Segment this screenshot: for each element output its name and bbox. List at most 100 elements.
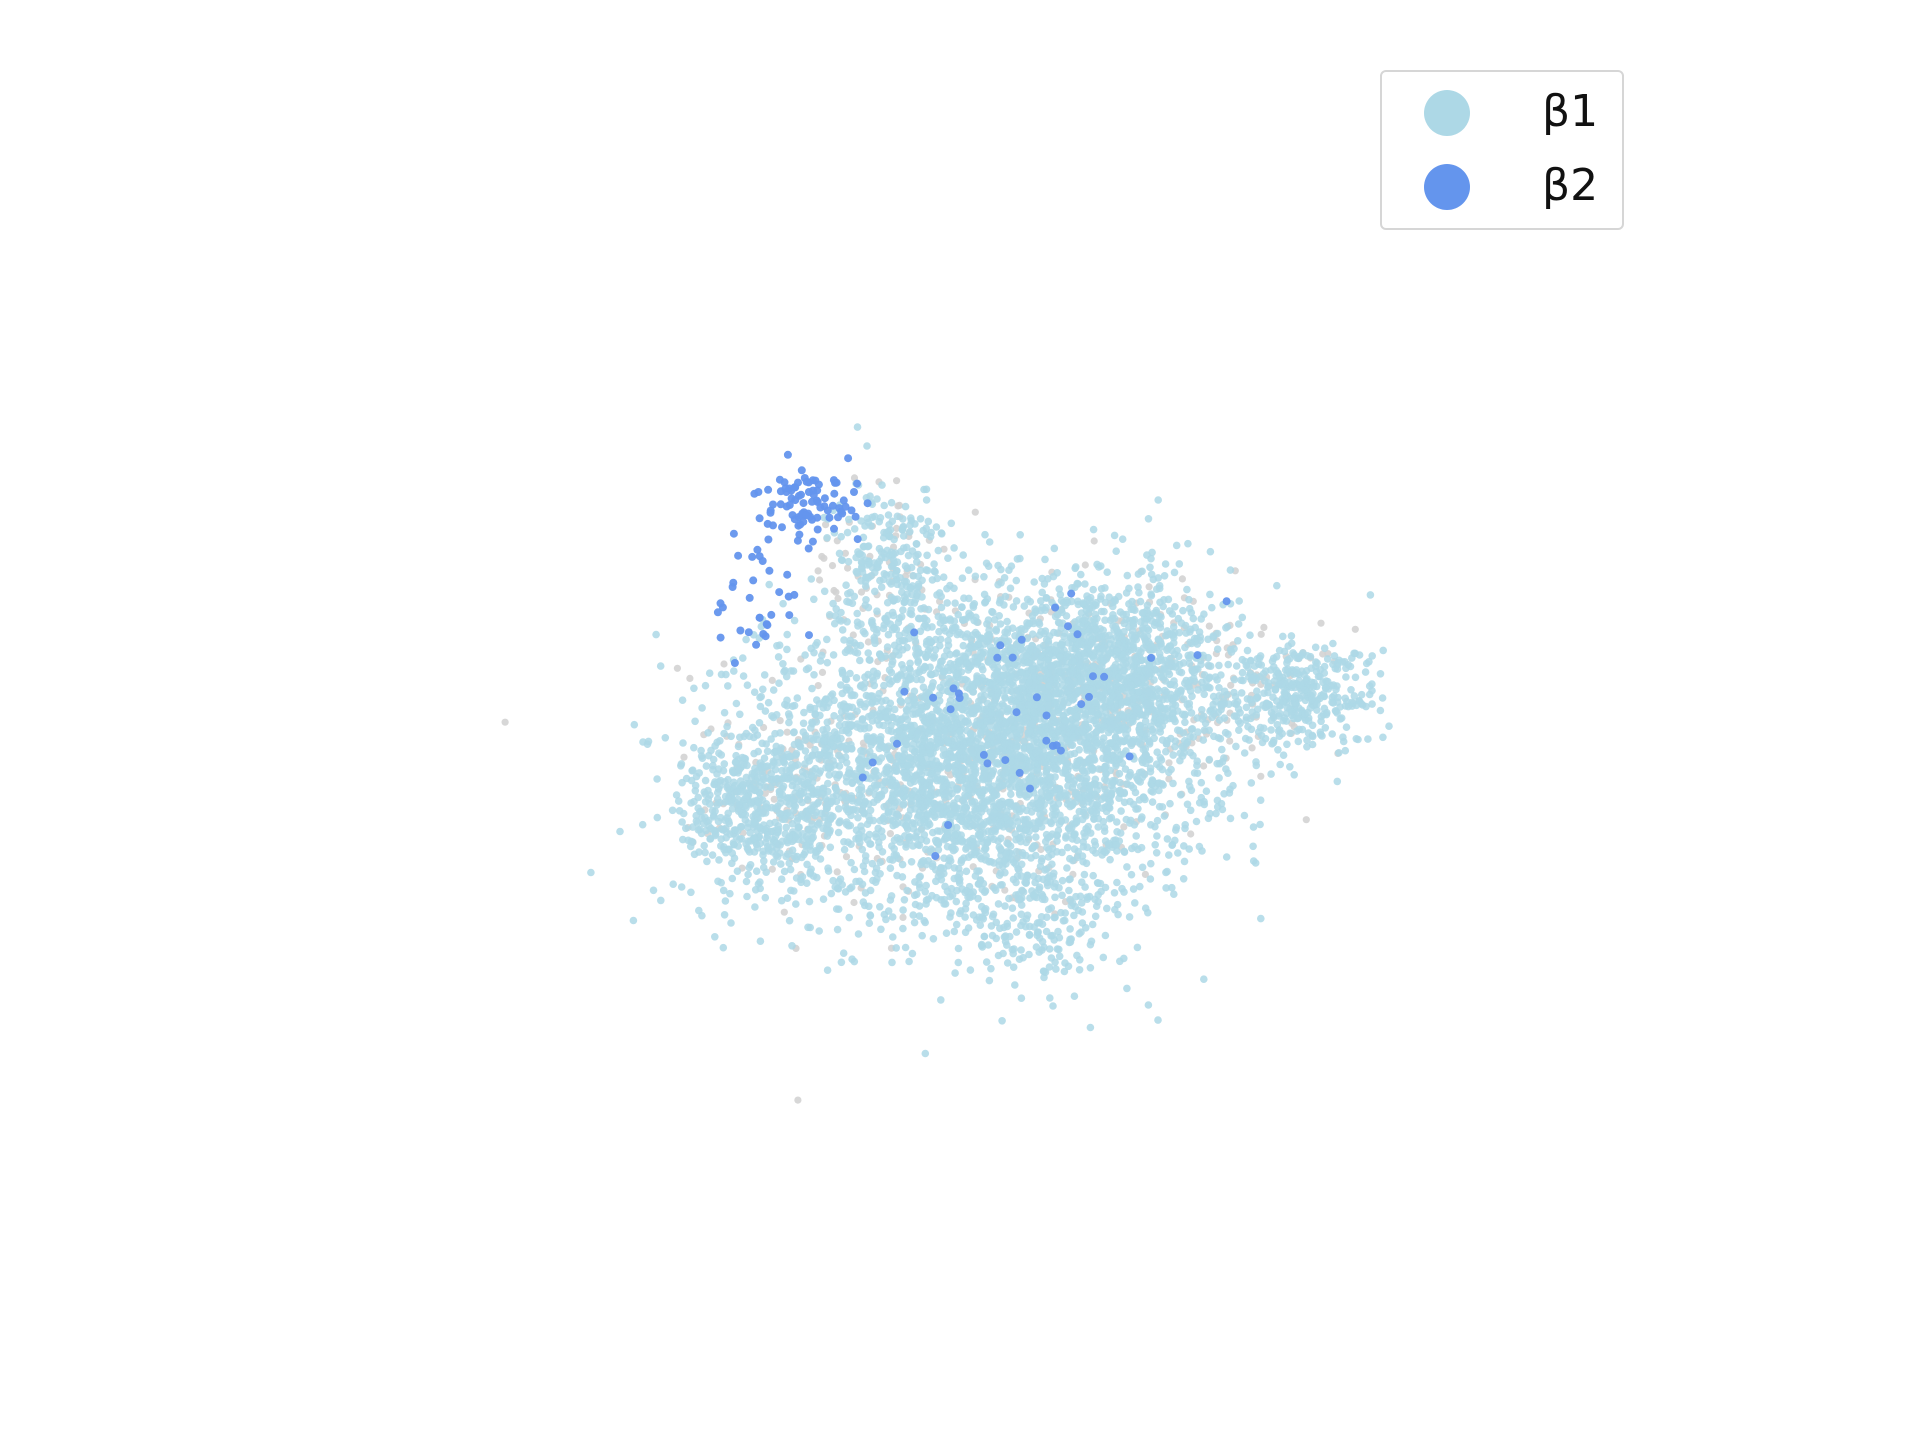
beta1-point xyxy=(1063,843,1072,852)
beta1-point xyxy=(1069,856,1077,865)
beta1-point xyxy=(801,651,809,659)
beta1-point xyxy=(865,724,873,732)
beta1-point xyxy=(1234,620,1243,628)
beta1-point xyxy=(871,784,880,792)
beta1-point xyxy=(764,698,773,707)
beta1-point xyxy=(937,603,946,612)
beta1-point xyxy=(1176,791,1185,799)
beta1-point xyxy=(1001,693,1009,701)
beta1-point xyxy=(908,745,916,753)
background-point xyxy=(1081,561,1089,569)
beta1-point xyxy=(1149,575,1158,584)
beta1-point xyxy=(961,633,970,641)
beta1-point xyxy=(1112,727,1120,735)
beta1-point xyxy=(1017,910,1026,919)
beta1-point xyxy=(982,852,990,860)
beta1-point xyxy=(1175,628,1184,637)
beta1-point xyxy=(1141,745,1150,753)
beta1-point xyxy=(1132,832,1140,840)
beta1-point xyxy=(895,614,904,623)
beta1-point xyxy=(1080,786,1088,794)
beta1-point xyxy=(587,868,595,877)
beta1-point xyxy=(1122,815,1131,824)
beta1-point xyxy=(1155,779,1163,787)
beta1-point xyxy=(1240,749,1249,757)
beta1-point xyxy=(810,671,818,679)
beta1-point xyxy=(1286,763,1294,771)
beta1-point xyxy=(934,846,943,854)
beta1-point xyxy=(914,658,922,667)
beta1-point xyxy=(1202,787,1211,795)
beta1-point xyxy=(840,845,849,854)
beta1-point xyxy=(950,864,959,872)
beta1-point xyxy=(1135,588,1143,597)
beta1-point xyxy=(1012,854,1020,863)
beta1-point xyxy=(790,887,798,895)
beta1-point xyxy=(824,864,832,872)
beta1-point xyxy=(905,957,913,966)
beta1-point xyxy=(1234,637,1242,645)
beta1-point xyxy=(1138,863,1147,872)
beta1-point xyxy=(1169,700,1177,708)
beta1-point xyxy=(826,843,835,852)
beta1-point xyxy=(1181,821,1189,829)
beta1-point xyxy=(1094,823,1102,831)
beta1-point xyxy=(823,635,831,644)
beta1-point xyxy=(915,912,924,920)
beta1-point xyxy=(807,575,816,583)
beta1-point xyxy=(937,996,945,1004)
beta1-point xyxy=(1053,837,1061,845)
beta1-point xyxy=(1093,786,1101,794)
beta1-point xyxy=(755,719,764,727)
beta1-point xyxy=(1004,704,1012,713)
beta1-point xyxy=(912,644,920,653)
beta1-point xyxy=(783,894,792,902)
beta1-point xyxy=(1136,630,1145,638)
beta1-point xyxy=(1142,759,1150,768)
beta1-point xyxy=(862,700,871,708)
beta1-point xyxy=(951,831,959,839)
beta1-point xyxy=(915,708,923,717)
beta1-point xyxy=(959,551,967,559)
background-point xyxy=(1324,650,1332,658)
beta1-point xyxy=(854,930,863,938)
beta1-point xyxy=(1001,664,1009,672)
beta1-point xyxy=(859,747,868,756)
beta1-point xyxy=(927,784,935,793)
beta1-point xyxy=(924,895,932,903)
beta1-point xyxy=(756,937,765,945)
beta1-point xyxy=(861,852,870,860)
beta1-point xyxy=(994,561,1002,570)
beta1-point xyxy=(975,880,983,888)
beta1-point xyxy=(888,808,897,816)
beta1-point xyxy=(1100,607,1108,616)
beta1-point xyxy=(957,835,965,843)
beta1-point xyxy=(943,830,952,838)
beta1-point xyxy=(1153,816,1162,825)
beta1-point xyxy=(1152,849,1161,857)
beta1-point xyxy=(789,667,798,675)
beta1-point xyxy=(952,649,961,657)
beta1-point xyxy=(1117,807,1125,815)
beta1-point xyxy=(886,864,895,872)
beta1-point xyxy=(939,810,947,818)
beta1-point xyxy=(1050,869,1058,878)
beta1-point xyxy=(1064,771,1073,780)
beta1-point xyxy=(939,745,948,753)
beta1-point xyxy=(996,801,1005,809)
beta1-point xyxy=(902,706,911,714)
beta1-point xyxy=(939,751,948,760)
background-point xyxy=(849,631,857,639)
beta1-point xyxy=(919,857,928,865)
beta1-point xyxy=(857,700,865,709)
beta1-point xyxy=(924,810,932,818)
beta1-point xyxy=(890,836,899,844)
beta1-point xyxy=(1165,851,1173,859)
beta1-point xyxy=(829,757,837,765)
beta1-point xyxy=(630,720,639,729)
beta1-point xyxy=(1186,806,1195,815)
beta1-point xyxy=(919,749,927,757)
beta1-point xyxy=(861,889,870,897)
beta1-point xyxy=(956,875,964,883)
background-point xyxy=(1248,744,1256,752)
